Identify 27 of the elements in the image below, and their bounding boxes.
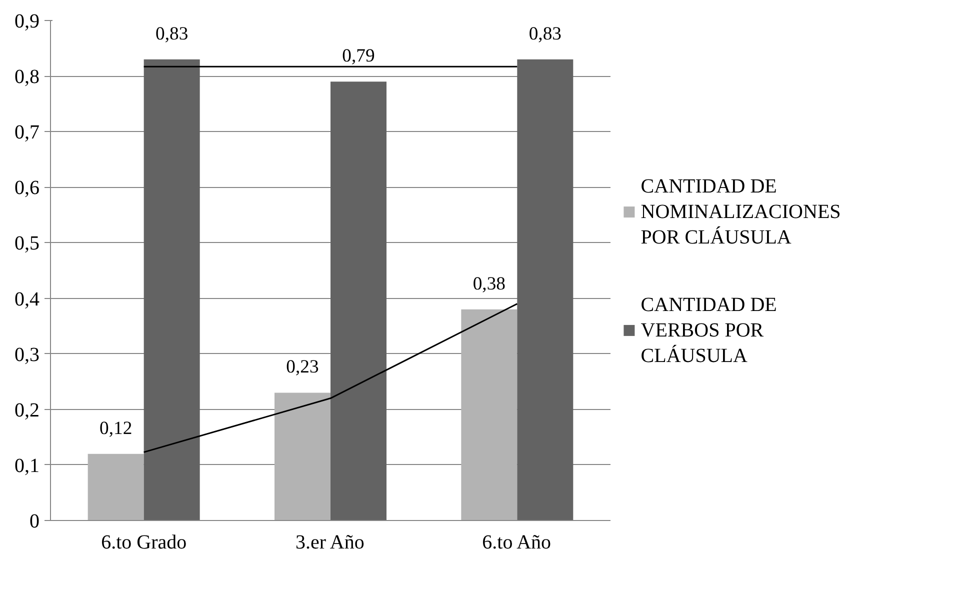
y-tick-label: 0,3: [14, 344, 40, 366]
data-label: 0,83: [528, 23, 562, 44]
y-tick-label: 0,9: [14, 10, 40, 32]
y-tick-label: 0,4: [14, 288, 40, 310]
data-label: 0,83: [156, 23, 188, 44]
legend-label: CANTIDAD DE VERBOS POR CLÁUSULA: [640, 294, 777, 367]
data-label: 0,38: [472, 273, 506, 294]
bar: [517, 59, 574, 520]
bar: [88, 454, 144, 520]
y-tick-label: 0,7: [14, 122, 40, 144]
x-tick-label: 3.er Año: [296, 532, 364, 554]
legend-label: CANTIDAD DE NOMINALIZACIONES POR CLÁUSULA: [640, 176, 841, 248]
y-tick-label: 0,2: [14, 399, 40, 422]
y-tick-label: 0,6: [14, 177, 40, 200]
bar: [330, 82, 386, 520]
data-label: 0,12: [100, 418, 132, 439]
y-tick-label: 0: [30, 510, 40, 532]
x-tick-label: 6.to Grado: [101, 532, 187, 554]
bar: [461, 309, 518, 520]
bar: [274, 392, 330, 520]
y-tick-label: 0,8: [14, 66, 40, 88]
y-tick-label: 0,5: [14, 232, 40, 255]
x-tick-label: 6.to Año: [482, 532, 552, 554]
y-tick-label: 0,1: [14, 454, 40, 477]
data-label: 0,23: [286, 356, 319, 378]
bar: [144, 59, 200, 520]
data-label: 0,79: [342, 46, 375, 67]
